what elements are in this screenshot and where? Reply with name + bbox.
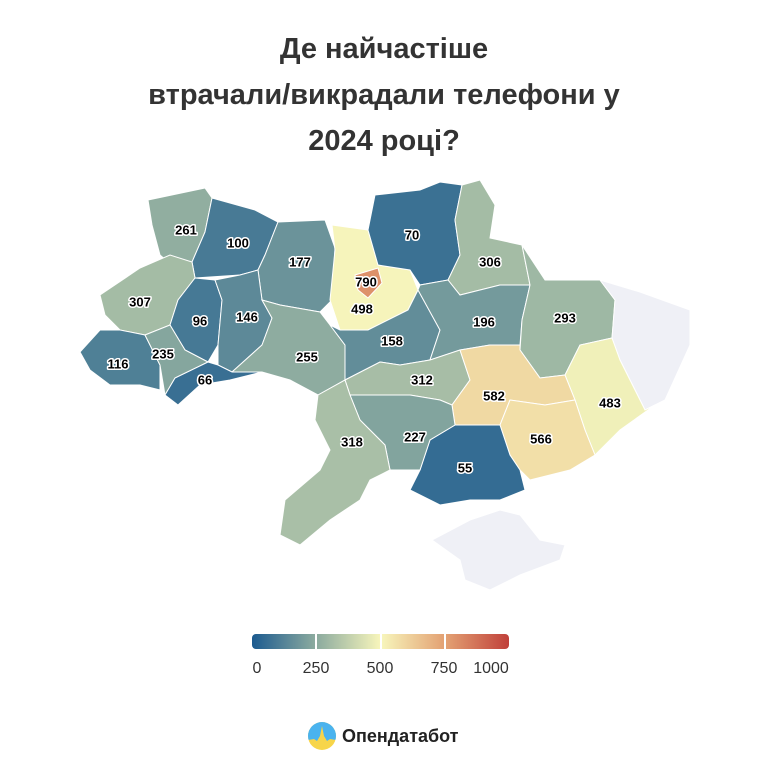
region-value-label: 318	[341, 434, 363, 449]
color-scale-legend	[252, 634, 509, 649]
region-value-label: 582	[483, 388, 505, 403]
region-value-label: 235	[152, 346, 174, 361]
legend-segment	[444, 634, 509, 649]
region-value-label: 227	[404, 429, 426, 444]
region-value-label: 255	[296, 349, 318, 364]
region-value-label: 100	[227, 235, 249, 250]
region-value-label: 177	[289, 254, 311, 269]
region-value-label: 116	[108, 356, 129, 371]
region-value-label: 306	[479, 254, 501, 269]
region-value-label: 96	[193, 313, 207, 328]
opendatabot-logo-icon	[308, 722, 336, 750]
region-value-label: 196	[473, 314, 495, 329]
title-line: 2024 році?	[308, 125, 460, 157]
region-value-label: 566	[530, 431, 552, 446]
region-kyiv-city[interactable]	[354, 267, 383, 299]
legend-tick: 750	[430, 660, 458, 677]
legend-tick: 250	[302, 660, 330, 677]
region-sumy[interactable]	[447, 179, 531, 296]
region-zakarpattia[interactable]	[79, 329, 161, 391]
brand: Опендатабот	[308, 722, 459, 750]
legend-tick: 1000	[473, 660, 509, 677]
title-line: Де найчастіше	[279, 33, 489, 65]
region-value-label: 790	[355, 274, 377, 289]
ukraine-choropleth-map: 261 100 177 498 790 70 306 307 96 146 255 158 196 293…	[79, 179, 691, 591]
region-crimea[interactable]	[431, 509, 566, 591]
region-value-label: 312	[411, 372, 433, 387]
legend-segment	[379, 634, 445, 649]
region-value-label: 307	[129, 294, 151, 309]
title-line: втрачали/викрадали телефони у	[148, 79, 620, 111]
brand-name: Опендатабот	[342, 725, 459, 746]
region-value-label: 261	[175, 222, 197, 237]
legend-segment	[314, 634, 380, 649]
legend-segment	[252, 634, 315, 649]
region-value-label: 498	[351, 301, 373, 316]
legend-tick: 0	[252, 660, 262, 677]
region-value-label: 483	[599, 395, 621, 410]
region-value-label: 146	[236, 309, 258, 324]
legend-tick: 500	[366, 660, 394, 677]
region-chernivtsi[interactable]	[164, 361, 263, 406]
region-value-label: 293	[554, 310, 576, 325]
region-value-label: 70	[405, 227, 419, 242]
region-odesa[interactable]	[279, 379, 391, 546]
region-value-label: 66	[198, 372, 212, 387]
map-title: Де найчастіше втрачали/викрадали телефон…	[0, 26, 768, 164]
region-value-label: 158	[381, 333, 403, 348]
region-value-label: 55	[458, 460, 472, 475]
